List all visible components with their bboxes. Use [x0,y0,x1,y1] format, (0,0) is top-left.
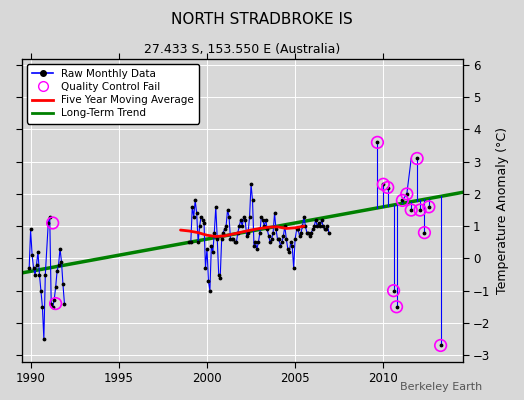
Point [392,304,401,310]
Point [402,191,411,197]
Point [413,155,421,162]
Point [51,300,60,307]
Title: 27.433 S, 153.550 E (Australia): 27.433 S, 153.550 E (Australia) [144,43,341,56]
Point [436,342,445,349]
Text: NORTH STRADBROKE IS: NORTH STRADBROKE IS [171,12,353,27]
Point [379,181,387,188]
Point [424,204,433,210]
Point [398,197,407,204]
Point [373,139,381,146]
Point [407,207,416,213]
Point [416,207,424,213]
Y-axis label: Temperature Anomaly (°C): Temperature Anomaly (°C) [496,126,509,294]
Point [420,230,429,236]
Point [384,184,392,191]
Text: Berkeley Earth: Berkeley Earth [400,382,482,392]
Legend: Raw Monthly Data, Quality Control Fail, Five Year Moving Average, Long-Term Tren: Raw Monthly Data, Quality Control Fail, … [27,64,199,124]
Point [389,288,398,294]
Point [49,220,57,226]
